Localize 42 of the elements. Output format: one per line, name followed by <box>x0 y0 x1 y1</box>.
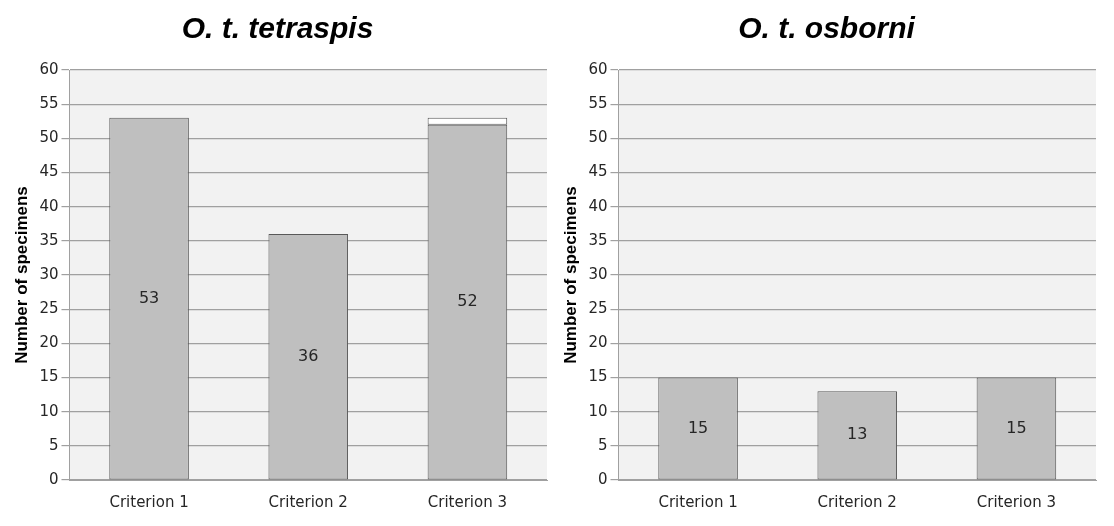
y-tick-label: 35 <box>588 230 608 249</box>
y-tick-label: 30 <box>588 264 608 283</box>
data-label: 53 <box>138 287 160 307</box>
y-tick-label: 25 <box>588 299 608 318</box>
data-label: 15 <box>687 417 709 437</box>
y-tick-label: 20 <box>39 333 59 352</box>
y-tick-label: 55 <box>588 94 608 113</box>
y-tick-label: 25 <box>39 299 59 318</box>
y-tick-label: 10 <box>39 401 59 420</box>
x-tick-label: Criterion 2 <box>817 492 897 511</box>
y-tick-label: 45 <box>588 162 608 181</box>
y-tick-label: 40 <box>588 196 608 215</box>
y-tick-label: 10 <box>588 401 608 420</box>
data-label: 36 <box>298 345 319 365</box>
x-tick-label: Criterion 1 <box>658 492 738 511</box>
y-tick-label: 55 <box>39 94 59 113</box>
data-label: 15 <box>1006 417 1027 437</box>
y-axis-title: Number of specimens <box>11 186 31 364</box>
y-tick-label: 15 <box>39 367 59 386</box>
x-tick-label: Criterion 2 <box>268 492 348 511</box>
y-axis-title: Number of specimens <box>560 186 580 364</box>
y-tick-label: 35 <box>39 230 59 249</box>
chart-title: O. t. osborni <box>738 11 916 45</box>
y-tick-label: 30 <box>39 264 59 283</box>
y-tick-label: 60 <box>39 59 59 78</box>
chart-title: O. t. tetraspis <box>181 11 374 45</box>
y-tick-label: 40 <box>39 196 59 215</box>
data-label: 13 <box>847 424 868 444</box>
y-tick-label: 15 <box>588 367 608 386</box>
x-tick-label: Criterion 3 <box>427 492 508 511</box>
y-tick-label: 0 <box>597 469 608 488</box>
y-tick-label: 20 <box>588 333 608 352</box>
y-tick-label: 5 <box>48 435 59 454</box>
y-tick-label: 0 <box>48 469 59 488</box>
x-tick-label: Criterion 1 <box>109 492 189 511</box>
data-label: 52 <box>457 291 478 311</box>
y-tick-label: 60 <box>588 59 608 78</box>
y-tick-label: 50 <box>588 128 608 147</box>
x-tick-label: Criterion 3 <box>976 492 1057 511</box>
y-tick-label: 45 <box>39 162 59 181</box>
y-tick-label: 5 <box>597 435 608 454</box>
y-tick-label: 50 <box>39 128 59 147</box>
